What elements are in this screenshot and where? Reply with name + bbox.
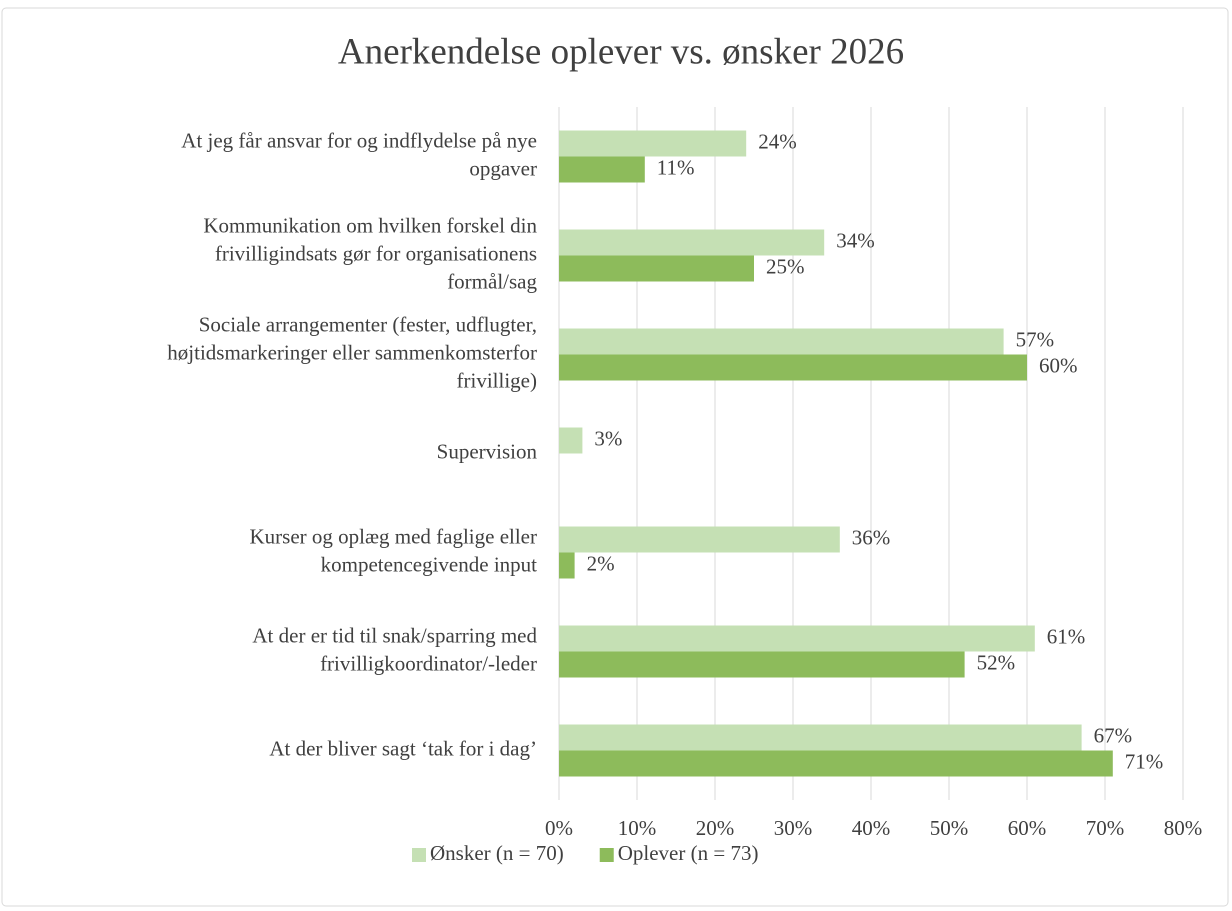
x-tick-label: 30%	[774, 816, 813, 840]
bar	[559, 552, 575, 579]
y-tick-label: højtidsmarkeringer eller sammenkomsterfo…	[167, 340, 537, 364]
y-tick-label: Kurser og oplæg med faglige eller	[250, 524, 538, 548]
value-label: 36%	[852, 525, 891, 549]
value-label: 34%	[836, 228, 875, 252]
value-label: 61%	[1047, 624, 1086, 648]
value-label: 52%	[977, 650, 1016, 674]
bar	[559, 724, 1082, 751]
value-label: 24%	[758, 129, 797, 153]
bar	[559, 156, 645, 183]
bar	[559, 651, 965, 678]
bar	[559, 526, 840, 553]
bar	[559, 427, 583, 454]
legend-label: Ønsker (n = 70)	[430, 841, 564, 865]
value-label: 3%	[594, 426, 622, 450]
value-label: 60%	[1039, 353, 1078, 377]
y-tick-label: At jeg får ansvar for og indflydelse på …	[181, 128, 537, 152]
y-tick-label: frivillige)	[457, 368, 537, 392]
bar	[559, 130, 747, 157]
value-label: 67%	[1094, 723, 1133, 747]
y-tick-label: kompetencegivende input	[321, 552, 538, 576]
x-tick-label: 50%	[930, 816, 969, 840]
y-tick-label: opgaver	[469, 156, 537, 180]
chart-title: Anerkendelse oplever vs. ønsker 2026	[338, 31, 904, 72]
y-tick-label: Supervision	[437, 439, 538, 463]
chart-border	[1, 7, 1229, 907]
y-tick-label: At der er tid til snak/sparring med	[252, 623, 537, 647]
bar	[559, 625, 1035, 652]
y-tick-label: At der bliver sagt ‘tak for i dag’	[269, 736, 537, 760]
legend-label: Oplever (n = 73)	[618, 841, 759, 865]
bar	[559, 750, 1113, 777]
value-label: 25%	[766, 254, 805, 278]
x-tick-label: 70%	[1086, 816, 1125, 840]
x-tick-label: 80%	[1164, 816, 1203, 840]
x-tick-label: 60%	[1008, 816, 1047, 840]
x-tick-label: 20%	[696, 816, 735, 840]
bar	[559, 229, 825, 256]
legend-swatch	[412, 848, 426, 862]
x-tick-label: 10%	[618, 816, 657, 840]
value-label: 57%	[1016, 327, 1055, 351]
y-tick-label: frivilligindsats gør for organisationens	[215, 241, 537, 265]
bar	[559, 328, 1004, 355]
value-label: 2%	[587, 551, 615, 575]
y-tick-label: formål/sag	[447, 269, 537, 293]
bar	[559, 255, 754, 282]
x-tick-label: 0%	[545, 816, 573, 840]
y-tick-label: Kommunikation om hvilken forskel din	[203, 213, 537, 237]
y-tick-label: Sociale arrangementer (fester, udflugter…	[199, 312, 537, 336]
value-label: 71%	[1125, 749, 1164, 773]
y-tick-label: frivilligkoordinator/-leder	[320, 651, 537, 675]
legend-swatch	[599, 848, 614, 862]
x-tick-label: 40%	[852, 816, 891, 840]
value-label: 11%	[657, 155, 695, 179]
bar	[559, 354, 1027, 381]
